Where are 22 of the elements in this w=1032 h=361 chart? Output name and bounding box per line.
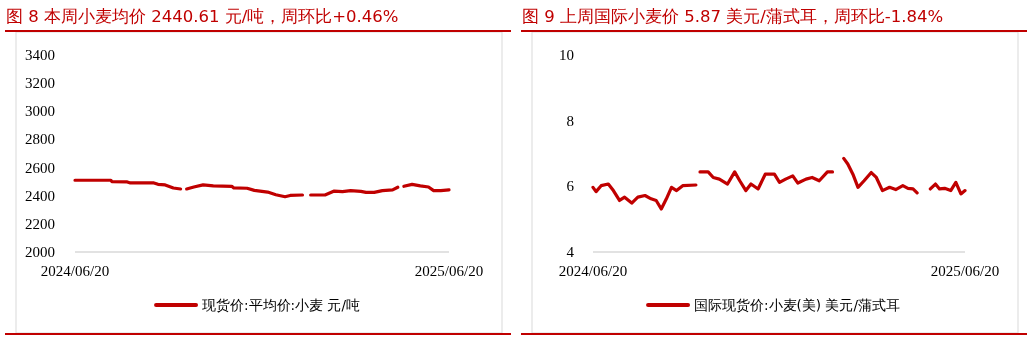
y-tick-label: 3400 — [25, 47, 55, 63]
chart-title: 图 9 上周国际小麦价 5.87 美元/蒲式耳，周环比-1.84% — [522, 7, 944, 26]
y-tick-label: 3000 — [25, 103, 55, 120]
y-tick-label: 4 — [566, 244, 575, 260]
x-tick-label: 2024/06/20 — [558, 263, 628, 279]
y-tick-label: 2200 — [25, 215, 55, 232]
y-tick-label: 2600 — [25, 159, 55, 176]
chart-title: 图 8 本周小麦均价 2440.61 元/吨，周环比+0.46% — [6, 7, 399, 26]
y-tick-label: 2800 — [25, 131, 55, 148]
y-tick-label: 3200 — [25, 75, 55, 92]
x-tick-label: 2025/06/20 — [414, 263, 484, 279]
legend-label: 国际现货价:小麦(美) 美元/蒲式耳 — [694, 297, 900, 313]
y-tick-label: 10 — [559, 47, 574, 63]
x-tick-label: 2024/06/20 — [40, 263, 110, 279]
legend: 现货价:平均价:小麦 元/吨 — [154, 297, 360, 313]
y-tick-label: 2000 — [25, 244, 55, 260]
y-tick-label: 2400 — [25, 187, 55, 204]
y-tick-label: 8 — [566, 112, 574, 129]
y-tick-label: 6 — [566, 178, 575, 195]
x-tick-label: 2025/06/20 — [930, 263, 1000, 279]
legend-label: 现货价:平均价:小麦 元/吨 — [202, 297, 360, 313]
legend: 国际现货价:小麦(美) 美元/蒲式耳 — [646, 297, 900, 313]
